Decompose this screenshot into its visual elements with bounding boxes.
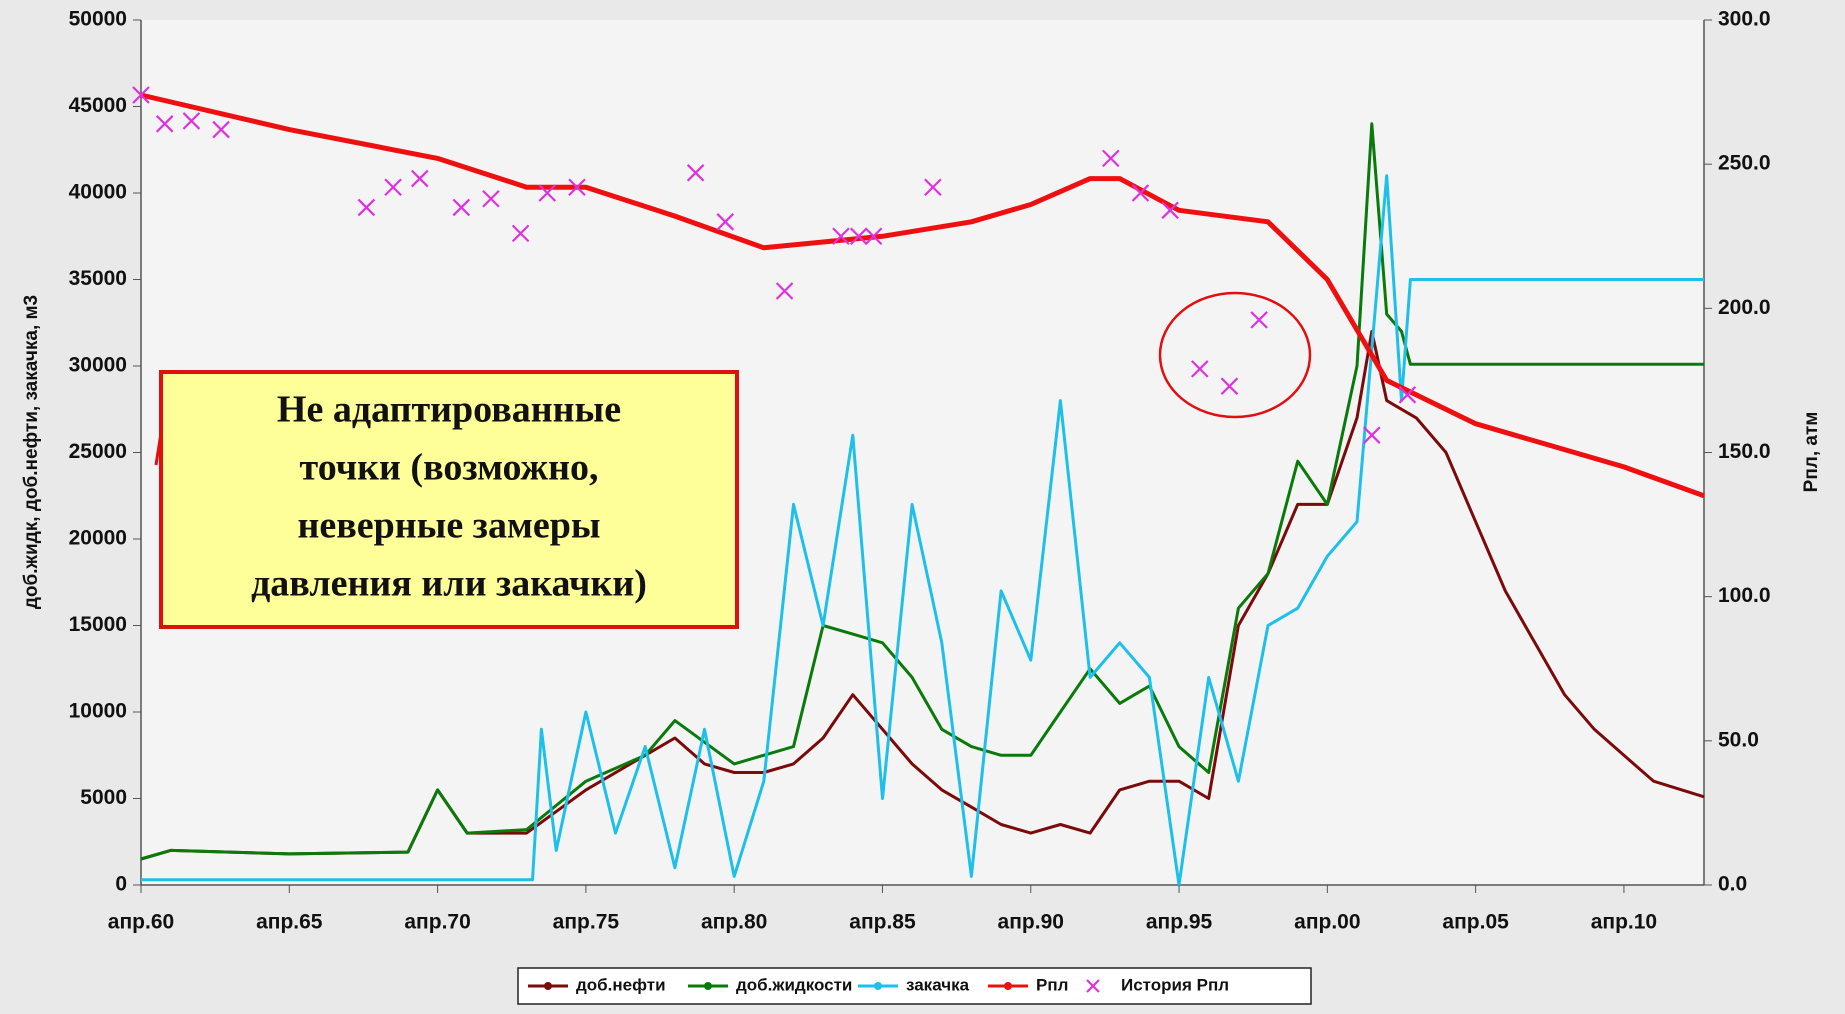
x-tick-label: апр.00 xyxy=(1294,911,1360,934)
y-axis-label: доб.жидк, доб.нефти, закачка, м3 xyxy=(21,295,42,609)
y-tick-label: 15000 xyxy=(69,613,127,636)
history-point xyxy=(182,112,201,130)
legend-label: История Рпл xyxy=(1121,975,1229,994)
legend-marker xyxy=(874,982,882,990)
history-point xyxy=(1220,377,1239,395)
series-line xyxy=(140,329,1705,861)
y-tick-label: 30000 xyxy=(69,354,127,377)
legend-marker xyxy=(544,982,552,990)
history-point xyxy=(568,178,586,197)
x-tick-label: апр.80 xyxy=(701,911,767,934)
y2-axis-label: Рпл, атм xyxy=(1801,412,1822,493)
legend-marker xyxy=(1004,982,1012,990)
history-point xyxy=(686,164,705,182)
history-point xyxy=(1191,360,1209,378)
legend-label: доб.жидкости xyxy=(736,975,852,994)
history-point xyxy=(716,213,735,231)
x-tick-label: апр.65 xyxy=(256,911,323,934)
history-point xyxy=(1398,386,1417,404)
history-point xyxy=(452,198,471,217)
marks xyxy=(132,86,1705,887)
legend-label: доб.нефти xyxy=(576,975,666,994)
annotation: Не адаптированные точки (возможно, неверны… xyxy=(251,389,647,605)
history-point xyxy=(1131,184,1150,202)
y-tick-label: 10000 xyxy=(69,700,127,723)
series-line xyxy=(140,92,1705,499)
history-point xyxy=(1161,201,1179,220)
series-line xyxy=(140,122,1704,861)
x-tick-label: апр.70 xyxy=(404,911,470,934)
y-tick-label: 5000 xyxy=(80,786,127,809)
x-tick-label: апр.60 xyxy=(108,911,174,934)
history-point xyxy=(212,120,230,139)
legend: доб.нефти доб.жидкости закачка Рпл История Р… xyxy=(528,975,1229,994)
x-tick-label: апр.75 xyxy=(553,911,620,934)
y-tick-label: 25000 xyxy=(69,440,127,463)
history-point xyxy=(357,198,376,217)
history-point xyxy=(411,169,429,188)
y2-tick-label: 250.0 xyxy=(1718,152,1771,175)
history-point xyxy=(1363,426,1381,444)
y2-tick-label: 200.0 xyxy=(1718,296,1771,319)
history-point xyxy=(849,227,868,246)
y-tick-label: 50000 xyxy=(69,8,127,31)
history-point xyxy=(482,189,500,208)
legend-marker xyxy=(704,982,712,990)
annotation-text: давления или закачки) xyxy=(251,563,647,605)
history-point xyxy=(864,227,883,246)
highlight-ellipse xyxy=(1158,291,1312,419)
annotation-text: Не адаптированные xyxy=(277,389,621,431)
x-tick-label: апр.85 xyxy=(849,911,916,934)
x-tick-label: апр.90 xyxy=(998,911,1064,934)
y2-tick-label: 300.0 xyxy=(1718,8,1771,31)
x-tick-label: апр.10 xyxy=(1591,911,1657,934)
history-point xyxy=(384,178,402,197)
x-tick-label: апр.95 xyxy=(1146,911,1213,934)
history-point xyxy=(924,178,942,197)
annotation-text: неверные замеры xyxy=(297,505,600,547)
history-point xyxy=(1250,311,1268,329)
legend-marker xyxy=(1086,979,1100,993)
history-point xyxy=(132,86,150,104)
history-point xyxy=(538,184,557,202)
annotation-box xyxy=(159,370,739,629)
annotation-text: точки (возможно, xyxy=(300,447,599,489)
y-tick-label: 35000 xyxy=(69,267,127,290)
y-tick-label: 45000 xyxy=(69,94,127,117)
y-tick-label: 20000 xyxy=(69,527,127,550)
y2-tick-label: 50.0 xyxy=(1718,728,1759,751)
x-tick-label: апр.05 xyxy=(1442,911,1509,934)
history-point xyxy=(511,224,530,243)
history-point xyxy=(775,282,794,300)
history-point xyxy=(155,115,174,133)
y2-tick-label: 0.0 xyxy=(1718,873,1747,896)
y2-tick-label: 150.0 xyxy=(1718,440,1771,463)
legend-box xyxy=(517,967,1312,1005)
history-point xyxy=(1102,149,1120,168)
y2-tick-label: 100.0 xyxy=(1718,584,1771,607)
y-tick-label: 40000 xyxy=(69,181,127,204)
series-line xyxy=(141,174,1704,887)
legend-label: Рпл xyxy=(1036,975,1068,994)
y-tick-label: 0 xyxy=(115,873,127,896)
legend-label: закачка xyxy=(906,975,970,994)
history-point xyxy=(832,227,850,246)
